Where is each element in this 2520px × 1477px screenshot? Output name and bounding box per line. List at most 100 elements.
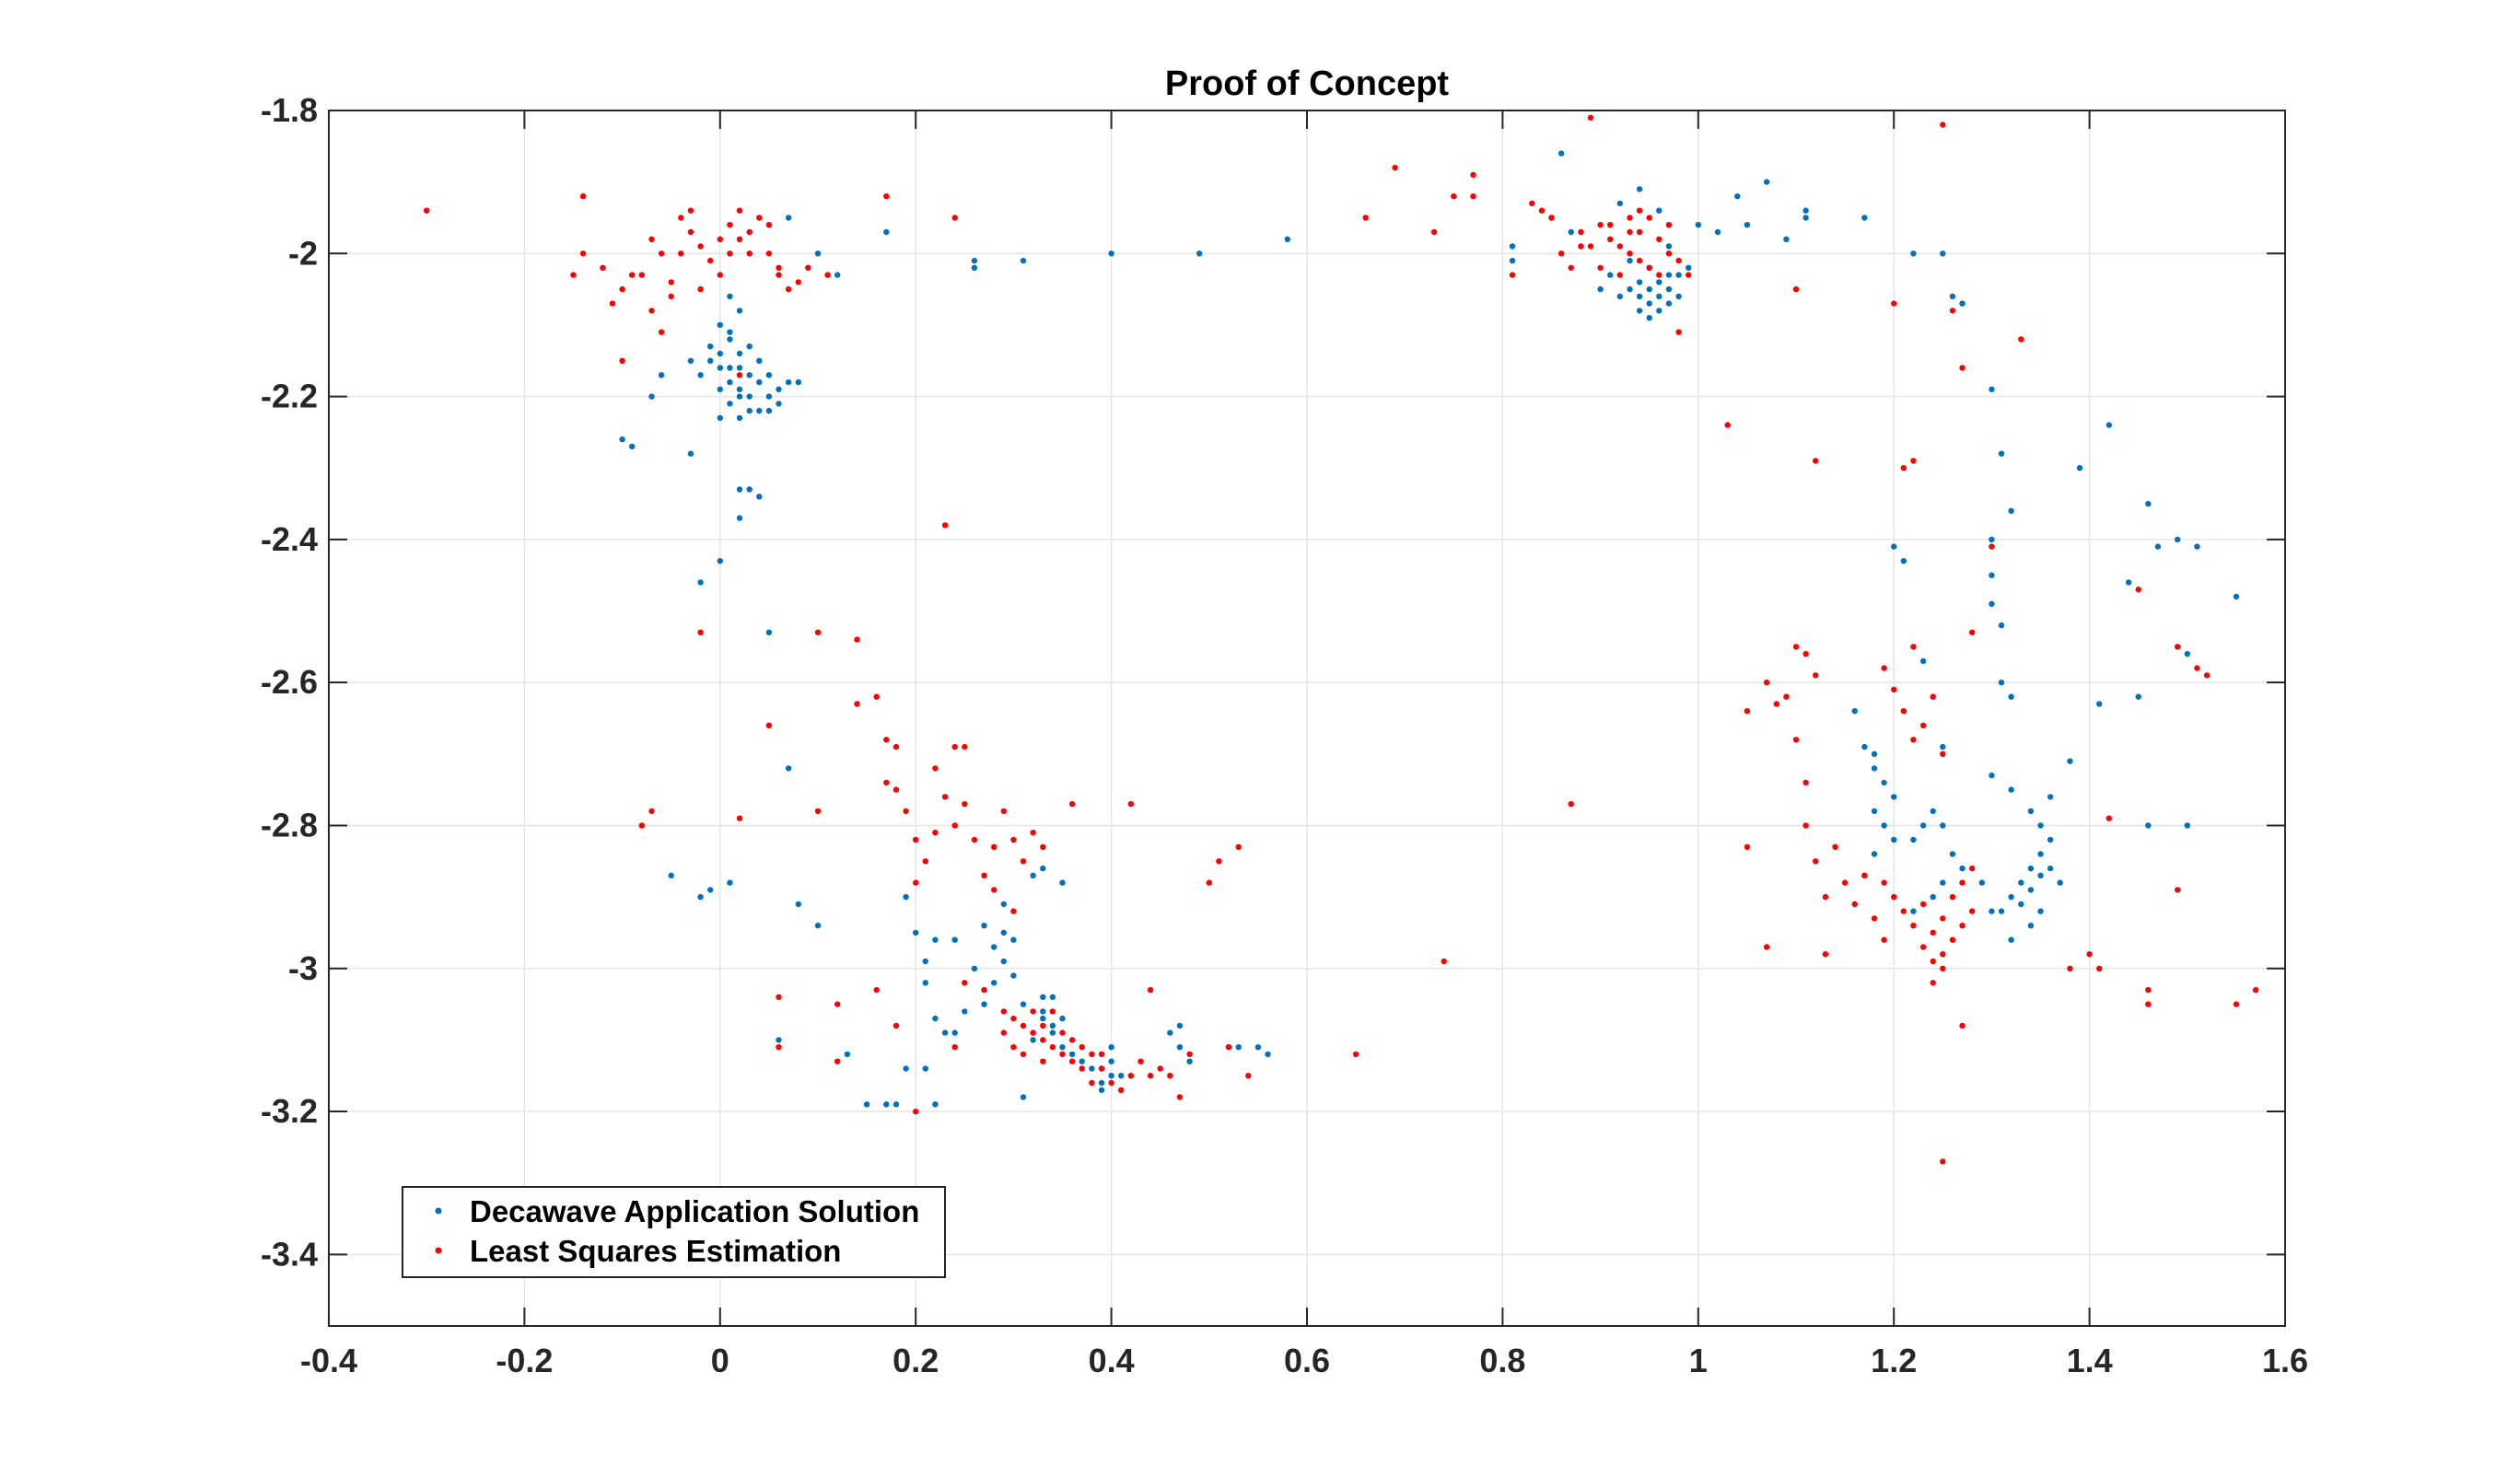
data-point [1989, 772, 1995, 779]
data-point [883, 779, 890, 786]
data-point [991, 980, 998, 986]
data-point [2027, 808, 2035, 815]
data-point [1910, 644, 1917, 650]
data-point [834, 1058, 841, 1064]
data-point [1108, 1073, 1114, 1079]
data-point [1792, 644, 1800, 650]
data-point [707, 343, 714, 350]
data-point [2037, 908, 2044, 914]
data-point [892, 743, 900, 750]
data-point [1675, 329, 1682, 335]
data-point [736, 236, 743, 242]
data-point [1930, 808, 1936, 815]
data-point [1000, 929, 1008, 936]
data-point [1509, 272, 1516, 278]
data-point [629, 443, 636, 450]
data-point [717, 321, 723, 329]
data-point [1616, 243, 1624, 250]
data-point [1059, 1044, 1066, 1051]
data-point [981, 986, 987, 994]
data-point [1871, 851, 1878, 857]
data-point [2037, 851, 2044, 857]
data-point [1734, 193, 1741, 200]
data-point [1098, 1051, 1105, 1058]
y-tick-label: -3.4 [261, 1235, 318, 1273]
data-point [707, 357, 714, 364]
data-point [1079, 1044, 1085, 1051]
data-point [941, 522, 949, 529]
data-point [1871, 765, 1878, 772]
data-point [922, 1065, 928, 1072]
data-point [1040, 1058, 1046, 1064]
data-point [903, 808, 909, 815]
data-point [981, 923, 987, 929]
data-point [736, 393, 743, 400]
data-point [932, 1101, 939, 1108]
data-point [2027, 923, 2035, 929]
data-point [1891, 794, 1897, 800]
data-point [1607, 272, 1614, 278]
data-point [814, 808, 822, 815]
data-point [1108, 1044, 1114, 1051]
data-point [1861, 872, 1868, 878]
data-point [1998, 908, 2005, 914]
x-tick-label: -0.4 [300, 1342, 357, 1379]
data-point [1000, 958, 1008, 965]
data-point [776, 1044, 782, 1051]
data-point [1656, 207, 1662, 214]
data-point [962, 801, 968, 808]
data-point [1989, 386, 1995, 392]
legend-box [402, 1186, 946, 1278]
data-point [1138, 1058, 1144, 1064]
data-point [1627, 228, 1633, 236]
data-point [1910, 458, 1917, 464]
data-point [2067, 758, 2073, 764]
data-point [727, 336, 733, 343]
data-point [1010, 1044, 1017, 1051]
data-point [962, 1008, 968, 1015]
data-point [1020, 1094, 1027, 1100]
data-point [1098, 1079, 1105, 1087]
data-point [1989, 543, 1995, 550]
data-point [2145, 500, 2152, 507]
data-point [697, 893, 704, 901]
data-point [765, 372, 773, 378]
data-point [727, 222, 733, 228]
data-point [570, 272, 577, 278]
data-point [2106, 422, 2112, 428]
data-point [2096, 701, 2103, 707]
data-point [1813, 458, 1819, 464]
data-point [991, 944, 998, 950]
series-least-squares [424, 114, 2259, 1165]
data-point [1949, 936, 1956, 943]
data-point [1059, 1029, 1066, 1036]
data-point [1881, 665, 1887, 671]
data-point [1020, 1022, 1027, 1029]
data-point [1089, 1065, 1095, 1072]
data-point [962, 980, 968, 986]
data-point [1000, 808, 1008, 815]
data-point [1959, 923, 1966, 929]
data-point [1186, 1051, 1193, 1058]
data-point [1578, 228, 1584, 236]
data-point [1167, 1073, 1173, 1079]
data-point [1919, 657, 1927, 665]
data-point [1686, 264, 1692, 271]
data-point [844, 1051, 851, 1058]
data-point [1910, 908, 1917, 914]
data-point [648, 236, 655, 242]
data-point [1636, 279, 1643, 285]
data-point [795, 901, 801, 908]
data-point [697, 629, 704, 635]
data-point [1235, 843, 1242, 850]
data-point [1959, 300, 1966, 307]
data-point [913, 836, 919, 843]
data-point [2018, 879, 2024, 886]
data-point [1646, 215, 1652, 221]
data-point [2145, 986, 2152, 994]
data-point [1813, 672, 1819, 679]
data-point [1998, 450, 2005, 457]
data-point [1851, 708, 1858, 715]
data-point [1627, 215, 1633, 221]
